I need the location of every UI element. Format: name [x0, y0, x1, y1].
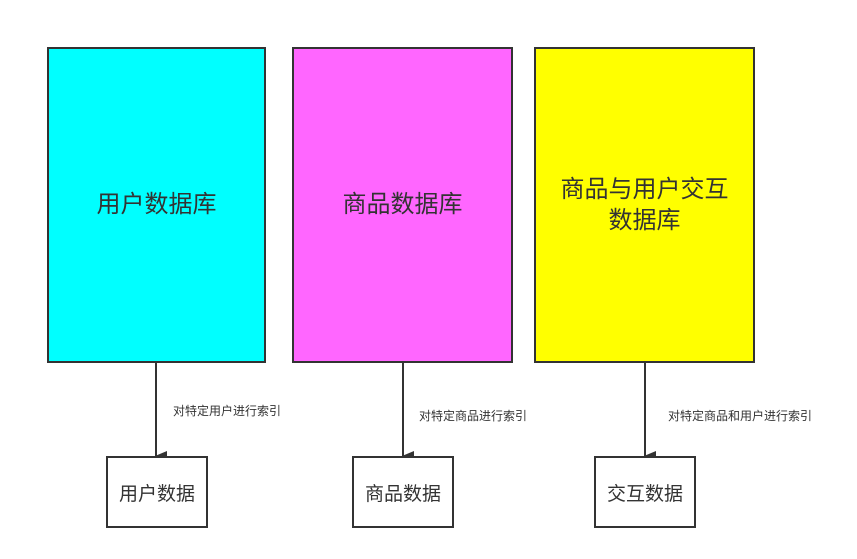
user-edge-label: 对特定用户进行索引: [173, 404, 282, 418]
user-data-box: 用户数据: [106, 456, 208, 528]
interaction-database-box: 商品与用户交互 数据库: [534, 47, 755, 363]
product-edge-label: 对特定商品进行索引: [419, 409, 528, 423]
user-database-box: 用户数据库: [47, 47, 266, 363]
interaction-data-label: 交互数据: [606, 482, 683, 505]
product-database-label: 商品数据库: [342, 190, 463, 219]
interaction-edge-label: 对特定商品和用户进行索引: [668, 409, 813, 423]
product-data-box: 商品数据: [352, 456, 454, 528]
user-data-label: 用户数据: [118, 482, 195, 505]
interaction-data-box: 交互数据: [594, 456, 696, 528]
interaction-database-label-line-1: 商品与用户交互: [560, 174, 729, 203]
product-data-label: 商品数据: [364, 482, 441, 505]
product-database-box: 商品数据库: [292, 47, 513, 363]
interaction-database-label-line-2: 数据库: [608, 206, 681, 234]
user-database-label: 用户数据库: [96, 190, 217, 219]
